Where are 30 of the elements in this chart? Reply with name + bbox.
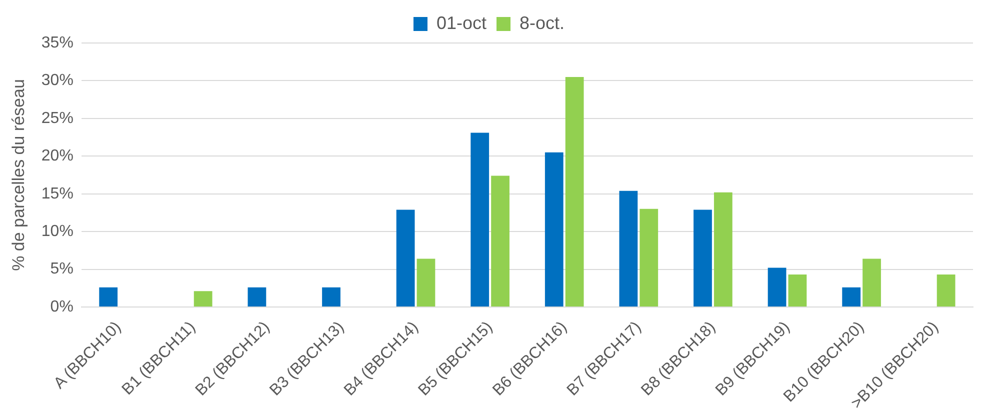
y-tick-label: 25% [41, 110, 74, 127]
y-tick-label: 30% [41, 72, 74, 90]
bar [470, 132, 490, 306]
bar [640, 208, 658, 306]
bar [788, 274, 807, 306]
bar [491, 176, 510, 306]
y-axis-title: % de parcelles du réseau [8, 79, 28, 271]
bar [714, 192, 732, 306]
y-tick-label: 5% [50, 260, 74, 278]
bar [194, 291, 212, 306]
bar [565, 76, 584, 306]
bar [396, 210, 415, 306]
bar [248, 287, 266, 306]
y-tick-label: 15% [41, 185, 74, 202]
bar [416, 258, 436, 306]
bar [862, 258, 881, 306]
bar [322, 287, 340, 306]
legend-label: 8-oct. [520, 12, 565, 33]
bar [842, 287, 861, 306]
y-tick-label: 20% [41, 148, 74, 165]
bar [694, 210, 712, 306]
bar [936, 274, 956, 306]
bar [99, 287, 118, 306]
bar [544, 152, 564, 306]
legend-label: 01-oct [436, 12, 487, 33]
y-tick-label: 0% [50, 298, 74, 316]
y-tick-label: 35% [41, 34, 74, 52]
bar [619, 190, 638, 306]
y-tick-label: 10% [41, 222, 74, 240]
bar [768, 268, 786, 306]
